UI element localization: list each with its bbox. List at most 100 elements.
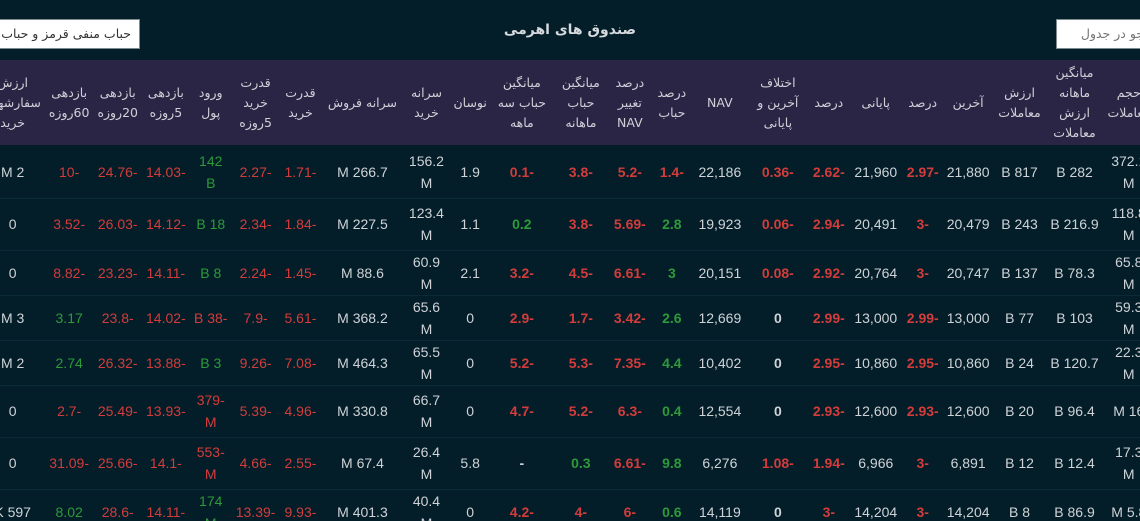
table-cell: 6,966	[858, 455, 894, 471]
table-cell: -3	[822, 503, 836, 520]
table-cell: 18 B	[196, 216, 226, 232]
table-cell: -3.8	[568, 216, 593, 232]
table-cell: 21,960	[854, 164, 898, 181]
table-cell: 3 B	[200, 354, 222, 371]
table-cell: 16 M	[1113, 403, 1140, 419]
table-cell: -4.7	[509, 403, 534, 419]
table-cell: 12,600	[946, 403, 990, 419]
column-header[interactable]: اختلاف آخرین و پایانی	[757, 74, 799, 130]
column-header[interactable]: ارزش معاملات	[998, 84, 1041, 120]
table-cell: 20,479	[946, 216, 990, 232]
column-header[interactable]: درصد حباب	[657, 84, 687, 120]
table-cell: 17.3 M	[1115, 444, 1140, 482]
column-header[interactable]: پایانی	[861, 94, 891, 110]
column-header[interactable]: درصد	[814, 94, 844, 110]
column-header[interactable]: بازدهی 60روزه	[48, 84, 90, 120]
table-cell: -14.1	[149, 455, 182, 471]
table-cell: 12,669	[698, 309, 742, 326]
table-cell: 4.4	[662, 354, 682, 371]
table-cell: 10,402	[698, 354, 742, 371]
table-cell: -14.12	[146, 216, 186, 232]
column-header[interactable]: درصد تغییر NAV	[615, 74, 645, 130]
table-cell: -4.2	[509, 503, 534, 520]
table-row[interactable]: 65.8 M 78.3 B 137 B 20,747 -3 20,764 -2.92 -0.0…	[0, 250, 1140, 295]
column-header[interactable]: آخرین	[952, 94, 984, 110]
table-cell: 20,151	[698, 264, 742, 281]
table-cell: 20 B	[1005, 403, 1034, 419]
column-header[interactable]: ارزش سفارشهای خرید	[0, 74, 41, 130]
table-cell: -13.39	[235, 503, 276, 520]
table-cell: -3	[916, 264, 929, 281]
table-cell: 2.74	[55, 354, 83, 371]
column-header[interactable]: میانگین ماهانه ارزش معاملات	[1053, 64, 1096, 140]
table-search-box[interactable]	[1056, 19, 1140, 49]
table-cell: -4	[574, 503, 588, 520]
table-cell: 59.3 M	[1115, 298, 1140, 337]
table-cell: 10,860	[946, 354, 990, 371]
table-header-row: حجم معاملات میانگین ماهانه ارزش معاملات ار…	[0, 60, 1140, 146]
table-cell: -8.82	[53, 264, 86, 281]
table-cell: -2.94	[812, 216, 845, 232]
table-cell: 372.1 M	[1111, 153, 1140, 192]
table-cell: -1.7	[568, 309, 593, 326]
table-cell: -5.2	[509, 354, 534, 371]
table-row[interactable]: 17.3 M 12.4 B 12 B 6,891 -3 6,966 -1.94 -1.08 6,…	[0, 437, 1140, 489]
leveraged-funds-table-container[interactable]: حجم معاملات میانگین ماهانه ارزش معاملات ار…	[0, 60, 1140, 521]
column-header[interactable]: حجم معاملات	[1107, 84, 1140, 120]
column-header[interactable]: میانگین حباب سه ماهه	[497, 74, 546, 130]
table-cell: 266.7 M	[337, 164, 388, 181]
table-cell: -6.61	[613, 455, 646, 471]
table-cell: -1.08	[761, 455, 794, 471]
table-row[interactable]: 16 M 96.4 B 20 B 12,600 -2.93 12,600 -2.93 0 12,…	[0, 385, 1140, 437]
table-cell: -24.76	[97, 164, 138, 181]
table-cell: -38 B	[193, 309, 228, 326]
table-row[interactable]: 22.3 M 120.7 B 24 B 10,860 -2.95 10,860 -2.95 0…	[0, 340, 1140, 385]
column-header[interactable]: سرانه خرید	[410, 84, 442, 120]
column-header[interactable]: قدرت خرید 5روزه	[239, 74, 272, 130]
table-cell: 12,554	[698, 403, 742, 419]
column-header[interactable]: ورود پول	[198, 84, 223, 120]
column-header[interactable]: میانگین حباب ماهانه	[561, 74, 600, 130]
table-cell: -2.34	[239, 216, 272, 232]
table-cell: 24 B	[1005, 354, 1034, 371]
table-cell: -31.09	[49, 455, 89, 471]
column-header[interactable]: NAV	[707, 94, 733, 110]
table-cell: 13,000	[854, 309, 898, 326]
table-search-input[interactable]	[1065, 20, 1140, 47]
table-cell: -26.03	[97, 216, 138, 232]
table-cell: -4.66	[239, 455, 272, 471]
table-cell: 0	[466, 503, 475, 520]
table-cell: -6.3	[617, 403, 642, 419]
table-cell: 0	[466, 403, 475, 419]
table-cell: -9.93	[284, 503, 317, 520]
table-body: 372.1 M 282 B 817 B 21,880 -2.97 21,960 -2.62 -…	[0, 146, 1140, 521]
table-cell: -23.23	[97, 264, 138, 281]
table-row[interactable]: 118.8 M 216.9 B 243 B 20,479 -3 20,491 -2.94 -0…	[0, 198, 1140, 250]
column-header[interactable]: بازدهی 5روزه	[147, 84, 184, 120]
table-cell: -2.92	[812, 264, 845, 281]
table-cell: 3 M	[0, 309, 25, 326]
table-row[interactable]: 372.1 M 282 B 817 B 21,880 -2.97 21,960 -2.62 -…	[0, 146, 1140, 198]
table-cell: -3.2	[509, 264, 534, 281]
column-header[interactable]: نوسان	[453, 94, 487, 110]
table-cell: 2.1	[460, 264, 480, 281]
table-cell: -3.42	[613, 309, 646, 326]
table-cell: -6.61	[613, 264, 646, 281]
table-cell: -1.71	[284, 164, 317, 181]
table-cell: -1.4	[659, 164, 684, 181]
table-row[interactable]: 5.8 M 86.9 B 8 B 14,204 -3 14,204 -3 0 14,119 0.6…	[0, 489, 1140, 521]
table-cell: 330.8 M	[337, 403, 388, 419]
table-cell: -7.08	[284, 354, 317, 371]
column-header[interactable]: درصد	[908, 94, 938, 110]
table-cell: 14,119	[698, 503, 741, 520]
table-cell: 0.6	[662, 503, 682, 520]
table-cell: 20,764	[854, 264, 898, 281]
table-cell: 13,000	[946, 309, 990, 326]
column-header[interactable]: قدرت خرید	[285, 84, 316, 120]
table-cell: 174 M	[199, 492, 223, 521]
column-header[interactable]: سرانه فروش	[327, 94, 398, 110]
column-header[interactable]: بازدهی 20روزه	[97, 84, 139, 120]
table-row[interactable]: 59.3 M 103 B 77 B 13,000 -2.99 13,000 -2.99 0 12…	[0, 295, 1140, 340]
table-cell: 0	[8, 455, 17, 471]
table-cell: 137 B	[1001, 264, 1038, 281]
